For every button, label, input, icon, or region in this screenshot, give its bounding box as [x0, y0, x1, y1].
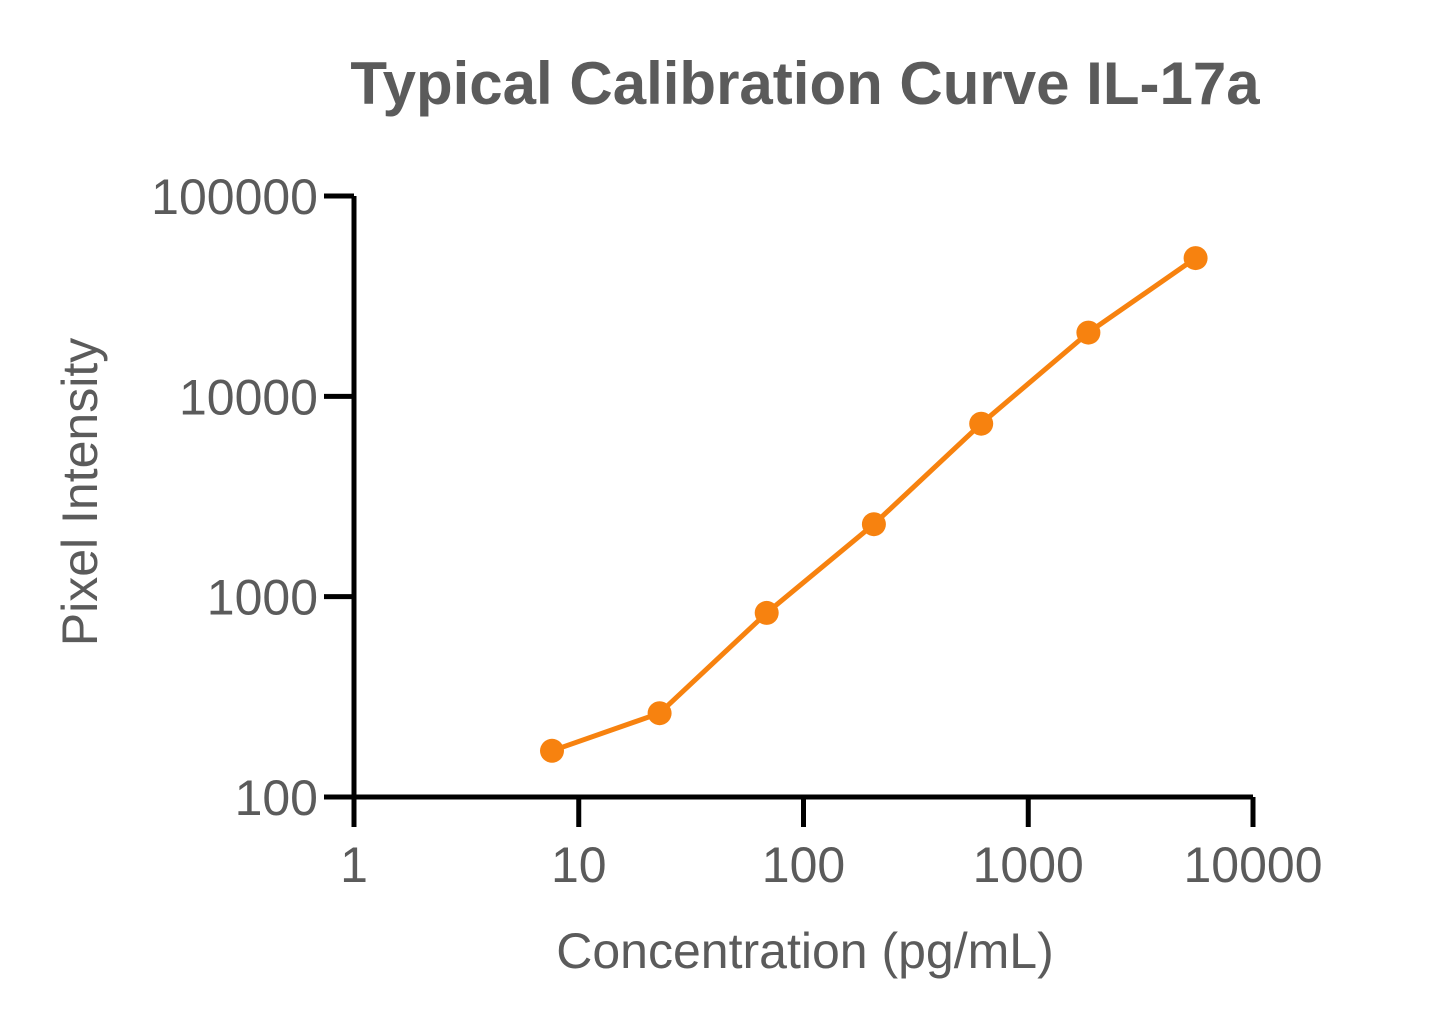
y-tick-label: 1000 [207, 570, 318, 626]
data-point [540, 738, 564, 763]
y-tick-label: 100 [235, 770, 318, 826]
x-tick-label: 10 [551, 837, 607, 893]
data-point [1183, 246, 1208, 271]
x-tick-label: 1000 [973, 837, 1084, 893]
data-point [1076, 320, 1101, 345]
plot-area [540, 246, 1208, 763]
chart-title: Typical Calibration Curve IL-17a [350, 50, 1260, 117]
data-point [754, 600, 779, 625]
x-tick-label: 10000 [1183, 837, 1322, 893]
data-point [647, 701, 672, 726]
axis-ticks: 1 10 100 1000 10000 100 1000 10000 100000 [151, 169, 1322, 893]
data-point [861, 512, 886, 537]
x-tick-label: 1 [340, 837, 368, 893]
y-axis-title: Pixel Intensity [52, 338, 108, 646]
y-tick-label: 10000 [179, 369, 318, 425]
data-point [969, 411, 994, 436]
x-tick-label: 100 [762, 837, 845, 893]
y-tick-label: 100000 [151, 169, 318, 225]
x-axis-title: Concentration (pg/mL) [556, 923, 1053, 979]
